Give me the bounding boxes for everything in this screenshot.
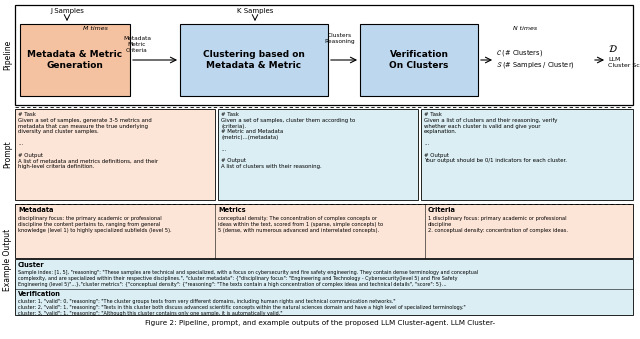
Text: Prompt: Prompt (3, 141, 13, 168)
Bar (15, 204, 633, 258)
Text: 1 disciplinary focus: primary academic or professional
discipline
2. conceptual : 1 disciplinary focus: primary academic o… (428, 216, 568, 233)
Text: conceptual density: The concentration of complex concepts or
ideas within the te: conceptual density: The concentration of… (218, 216, 383, 233)
Text: K Samples: K Samples (237, 8, 273, 14)
Text: $\mathcal{D}$: $\mathcal{D}$ (608, 42, 618, 54)
Text: # Task
Given a list of clusters and their reasoning, verify
whether each cluster: # Task Given a list of clusters and thei… (424, 112, 567, 163)
Text: Example Output: Example Output (3, 228, 13, 291)
Text: J Samples: J Samples (50, 8, 84, 14)
Text: M times: M times (83, 26, 108, 31)
Text: $\mathcal{C}$ (# Clusters): $\mathcal{C}$ (# Clusters) (496, 48, 543, 58)
Text: Verification: Verification (18, 291, 61, 297)
Text: LLM
Cluster Score: LLM Cluster Score (608, 57, 640, 68)
Text: Sample index: [1, 5], "reasoning": "These samples are technical and specialized,: Sample index: [1, 5], "reasoning": "Thes… (18, 270, 478, 286)
Bar (360, 24, 478, 96)
Text: Metadata: Metadata (18, 207, 54, 213)
Bar (218, 109, 418, 200)
Text: Verification
On Clusters: Verification On Clusters (389, 50, 449, 70)
Text: $\mathcal{S}$ (# Samples / Cluster): $\mathcal{S}$ (# Samples / Cluster) (496, 60, 575, 70)
Text: Metadata & Metric
Generation: Metadata & Metric Generation (28, 50, 123, 70)
Bar (15, 5, 633, 105)
Text: # Task
Given a set of samples, generate 3-5 metrics and
metadata that can measur: # Task Given a set of samples, generate … (18, 112, 158, 169)
Bar (0, 5, 15, 320)
Text: Metrics: Metrics (218, 207, 246, 213)
Bar (15, 259, 633, 315)
Text: Figure 2: Pipeline, prompt, and example outputs of the proposed LLM Cluster-agen: Figure 2: Pipeline, prompt, and example … (145, 320, 495, 326)
Bar (20, 24, 130, 96)
Text: Clustering based on
Metadata & Metric: Clustering based on Metadata & Metric (203, 50, 305, 70)
Bar (180, 24, 328, 96)
Text: Metadata
Metric
Criteria: Metadata Metric Criteria (123, 36, 151, 53)
Text: cluster: 1, "valid": 0, "reasoning": "The cluster groups texts from very differe: cluster: 1, "valid": 0, "reasoning": "Th… (18, 299, 466, 316)
Bar (15, 109, 215, 200)
Text: Pipeline: Pipeline (3, 40, 13, 70)
Text: disciplinary focus: the primary academic or professional
discipline the content : disciplinary focus: the primary academic… (18, 216, 172, 233)
Text: Clusters
Reasoning: Clusters Reasoning (324, 33, 355, 44)
Text: Cluster: Cluster (18, 262, 45, 268)
Text: # Task
Given a set of samples, cluster them according to
(criteria).
# Metric an: # Task Given a set of samples, cluster t… (221, 112, 355, 169)
Text: Criteria: Criteria (428, 207, 456, 213)
Text: N times: N times (513, 26, 537, 31)
Bar (421, 109, 633, 200)
